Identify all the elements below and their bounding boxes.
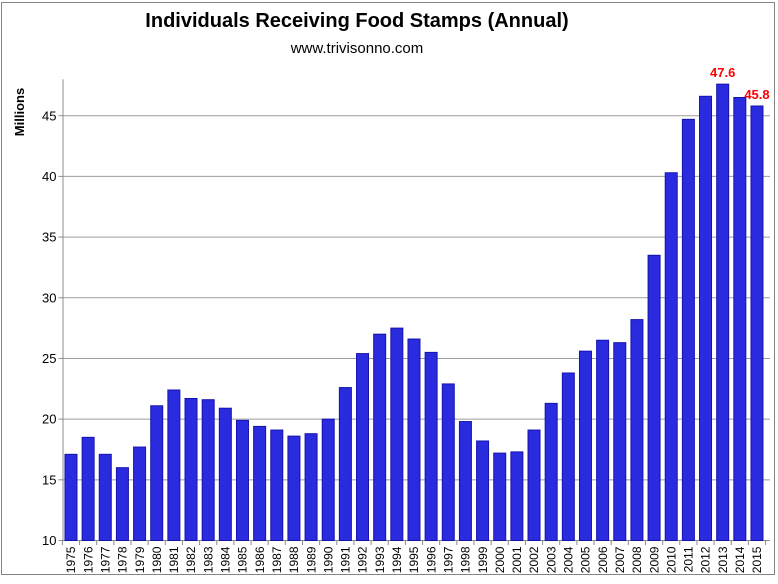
bar-1980 [150,405,164,541]
bar-1977 [98,453,112,541]
x-tick-label-2001: 2001 [510,546,524,573]
x-tick-label-1994: 1994 [390,546,404,573]
bar-1994 [390,327,404,542]
bar-2012 [699,95,713,541]
x-tick-label-1986: 1986 [253,546,267,573]
bar-2011 [681,118,695,541]
x-tick-label-1990: 1990 [321,546,335,573]
bar-1975 [64,453,78,541]
x-tick-label-2007: 2007 [613,546,627,573]
bar-2007 [613,342,627,541]
x-tick-label-1991: 1991 [339,546,353,573]
x-tick-label-2009: 2009 [647,546,661,573]
x-tick-label-2010: 2010 [664,546,678,573]
x-tick-label-2012: 2012 [699,546,713,573]
bar-1988 [287,435,301,541]
bar-2013 [716,83,730,541]
y-tick-label-40: 40 [42,169,56,184]
bar-2005 [578,350,592,542]
chart-frame [1,2,775,575]
bar-2002 [527,429,541,542]
bar-1984 [218,407,232,541]
bar-2000 [493,452,507,541]
bar-1999 [476,440,490,541]
bar-1987 [270,429,284,542]
bar-2014 [733,96,747,541]
x-tick-label-1993: 1993 [373,546,387,573]
bar-1985 [235,419,249,541]
x-tick-label-1982: 1982 [184,546,198,573]
x-tick-label-2011: 2011 [682,546,696,572]
bar-2001 [510,451,524,541]
bar-2015 [750,105,764,542]
y-tick-label-45: 45 [42,108,56,123]
x-tick-label-2008: 2008 [630,546,644,573]
bar-1998 [458,421,472,541]
x-tick-label-1985: 1985 [236,546,250,573]
y-tick-label-10: 10 [42,533,56,548]
bar-1997 [441,383,455,542]
x-tick-label-2002: 2002 [527,546,541,573]
x-tick-label-1977: 1977 [98,546,112,573]
bar-1986 [253,425,267,541]
bar-1981 [167,389,181,541]
bar-2006 [596,339,610,541]
data-label-2015: 45.8 [744,87,769,102]
x-tick-label-2005: 2005 [579,546,593,573]
bar-1979 [133,446,147,542]
x-tick-label-1975: 1975 [64,546,78,573]
x-tick-label-1978: 1978 [116,546,130,573]
x-tick-label-1989: 1989 [304,546,318,573]
x-tick-label-1981: 1981 [167,546,181,573]
bar-1992 [356,353,370,542]
x-tick-label-1980: 1980 [150,546,164,573]
bar-1995 [407,338,421,541]
x-tick-label-1998: 1998 [459,546,473,573]
bar-1991 [338,387,352,541]
y-tick-label-20: 20 [42,412,56,427]
bar-1993 [373,333,387,541]
x-tick-label-2015: 2015 [750,546,764,573]
y-tick-label-35: 35 [42,230,56,245]
x-tick-label-2000: 2000 [493,546,507,573]
x-tick-label-1984: 1984 [219,546,233,573]
chart-subtitle: www.trivisonno.com [290,40,424,57]
bar-1989 [304,433,318,541]
x-tick-label-1988: 1988 [287,546,301,573]
x-tick-label-2014: 2014 [733,546,747,573]
y-tick-label-30: 30 [42,290,56,305]
bar-1996 [424,351,438,541]
x-tick-label-2006: 2006 [596,546,610,573]
bar-1976 [81,436,95,542]
data-label-2013: 47.6 [710,65,735,80]
y-tick-label-25: 25 [42,351,56,366]
chart-title: Individuals Receiving Food Stamps (Annua… [145,10,569,32]
bar-2010 [664,172,678,541]
y-axis-title: Millions [12,87,27,137]
x-tick-label-1979: 1979 [133,546,147,573]
x-tick-label-1987: 1987 [270,546,284,573]
x-tick-label-1999: 1999 [476,546,490,573]
bar-1978 [115,467,129,542]
x-tick-label-2003: 2003 [544,546,558,573]
bar-2009 [647,254,661,542]
bar-2008 [630,319,644,541]
x-tick-label-1976: 1976 [81,546,95,573]
x-tick-label-1996: 1996 [424,546,438,573]
x-tick-label-1983: 1983 [201,546,215,573]
bar-2003 [544,402,558,541]
bar-1983 [201,399,215,541]
bar-1982 [184,397,198,541]
x-tick-label-1995: 1995 [407,546,421,573]
x-tick-label-2013: 2013 [716,546,730,573]
x-tick-label-1992: 1992 [356,546,370,573]
x-tick-label-2004: 2004 [562,546,576,573]
bar-1990 [321,418,335,542]
bar-2004 [561,372,575,541]
y-tick-label-15: 15 [42,472,56,487]
x-tick-label-1997: 1997 [441,546,455,573]
